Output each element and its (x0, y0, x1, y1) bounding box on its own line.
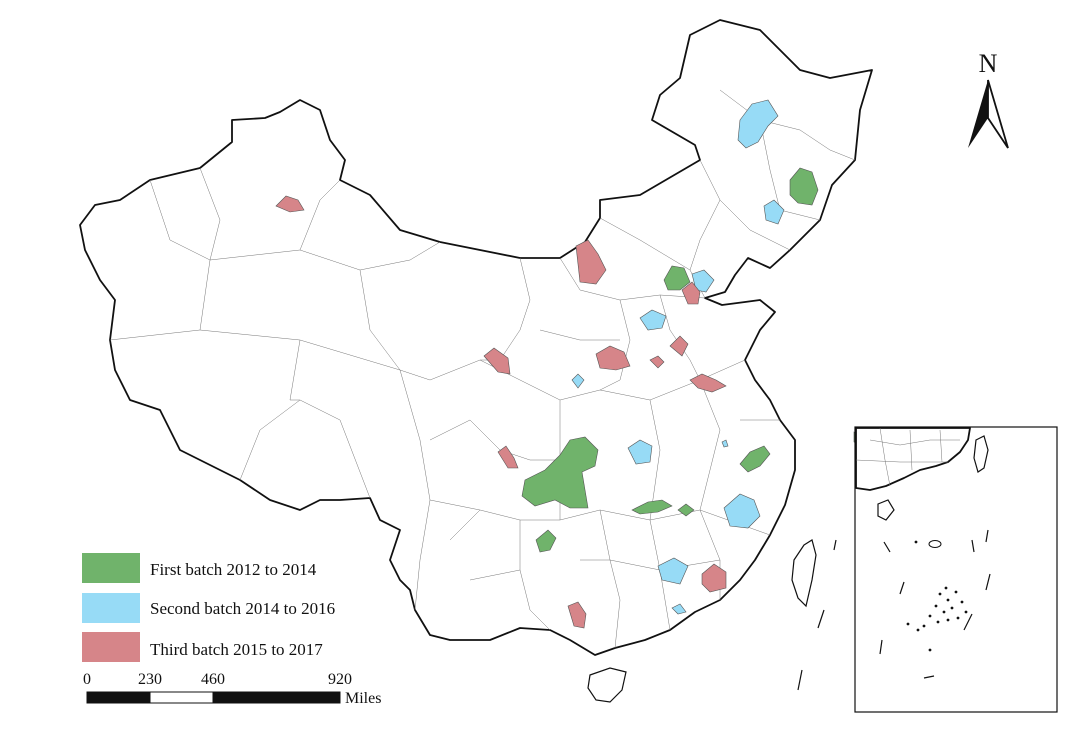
second-batch-cities (571, 99, 957, 615)
spratly-islands-dots (906, 540, 968, 652)
third-batch-region (681, 281, 701, 305)
third-batch-region (669, 335, 689, 357)
third-batch-region (649, 355, 665, 369)
second-batch-region (723, 493, 761, 529)
third-batch-region (497, 445, 519, 469)
sea-boundary-dash (817, 609, 825, 629)
legend-label-second: Second batch 2014 to 2016 (150, 599, 335, 618)
first-batch-region (789, 167, 819, 206)
third-batch-region (483, 347, 511, 375)
scale-tick-920: 920 (328, 671, 352, 688)
hainan-island (587, 667, 627, 703)
third-batch-cities (275, 195, 949, 629)
legend-swatch-first (82, 553, 140, 583)
first-batch-region (631, 499, 673, 515)
first-batch-region (677, 503, 695, 517)
second-batch-region (737, 99, 779, 149)
legend-label-first: First batch 2012 to 2014 (150, 560, 317, 579)
second-batch-region (571, 373, 585, 389)
third-batch-region (567, 601, 587, 629)
scale-unit: Miles (345, 690, 381, 707)
first-batch-region (521, 436, 599, 509)
sea-boundary-dash (797, 669, 803, 691)
legend-label-third: Third batch 2015 to 2017 (150, 640, 323, 659)
second-batch-region (763, 199, 785, 225)
second-batch-region (657, 557, 689, 585)
third-batch-region (689, 373, 727, 393)
north-arrow-icon (968, 80, 988, 148)
scale-tick-460: 460 (201, 671, 225, 688)
second-batch-region (671, 603, 687, 615)
sea-boundary-dash (833, 539, 837, 551)
legend: First batch 2012 to 2014 Second batch 20… (82, 553, 335, 662)
first-batch-region (663, 265, 691, 291)
scale-tick-230: 230 (138, 671, 162, 688)
legend-swatch-second (82, 593, 140, 623)
taiwan-island (791, 539, 817, 608)
second-batch-region (721, 439, 729, 448)
first-batch-cities (521, 167, 861, 553)
third-batch-region (575, 239, 607, 285)
second-batch-region (627, 439, 653, 465)
south-china-sea-inset (854, 426, 1058, 713)
first-batch-region (535, 529, 557, 553)
first-batch-region (739, 445, 771, 473)
third-batch-region (275, 195, 305, 213)
china-outline (79, 19, 873, 656)
legend-swatch-third (82, 632, 140, 662)
scale-tick-0: 0 (83, 671, 91, 688)
third-batch-region (595, 345, 631, 371)
north-arrow: N (968, 49, 1009, 149)
scale-bar: 0 230 460 920 Miles (83, 671, 381, 707)
second-batch-region (639, 309, 667, 331)
third-batch-region (701, 563, 727, 593)
north-label: N (979, 49, 998, 78)
